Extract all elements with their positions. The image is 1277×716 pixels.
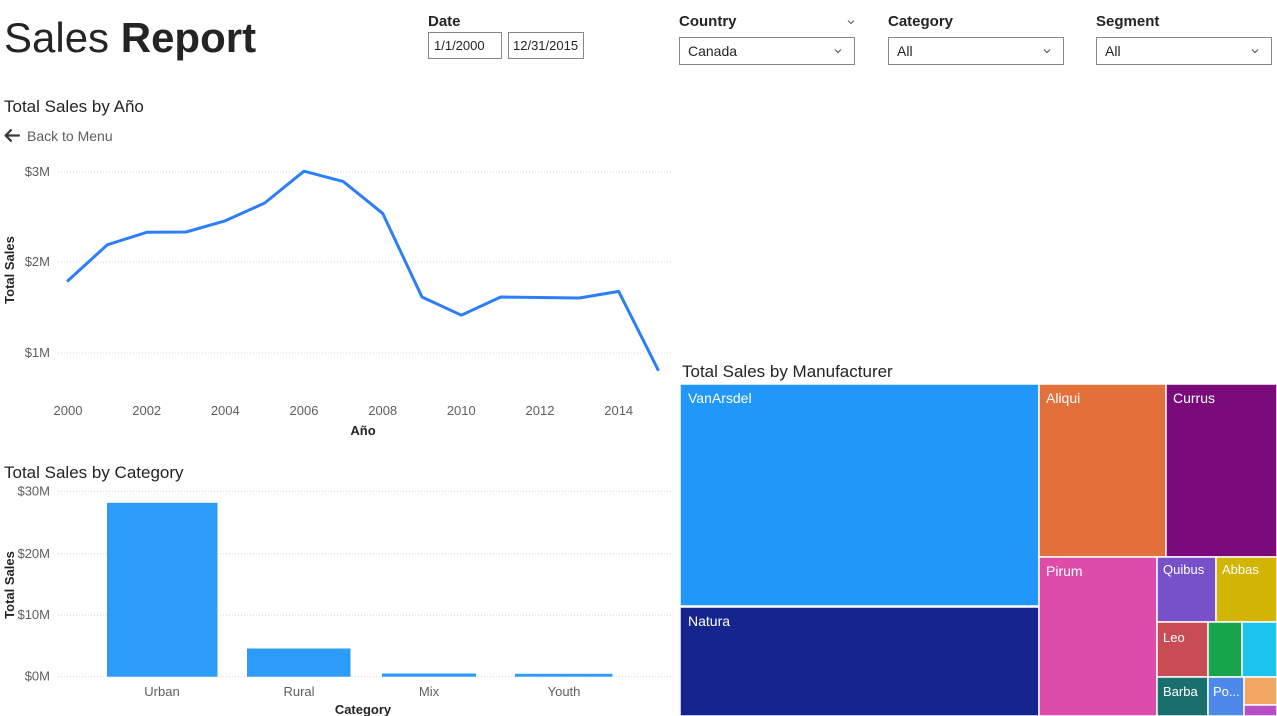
svg-text:Aliqui: Aliqui xyxy=(1046,390,1080,406)
svg-text:Po...: Po... xyxy=(1213,684,1240,699)
svg-text:Barba: Barba xyxy=(1163,684,1198,699)
svg-text:VanArsdel: VanArsdel xyxy=(688,390,752,406)
svg-text:Abbas: Abbas xyxy=(1222,562,1259,577)
svg-text:Currus: Currus xyxy=(1173,390,1215,406)
svg-text:Quibus: Quibus xyxy=(1163,562,1205,577)
svg-text:Pirum: Pirum xyxy=(1046,563,1083,579)
svg-text:Natura: Natura xyxy=(688,613,730,629)
svg-text:Leo: Leo xyxy=(1163,630,1185,645)
